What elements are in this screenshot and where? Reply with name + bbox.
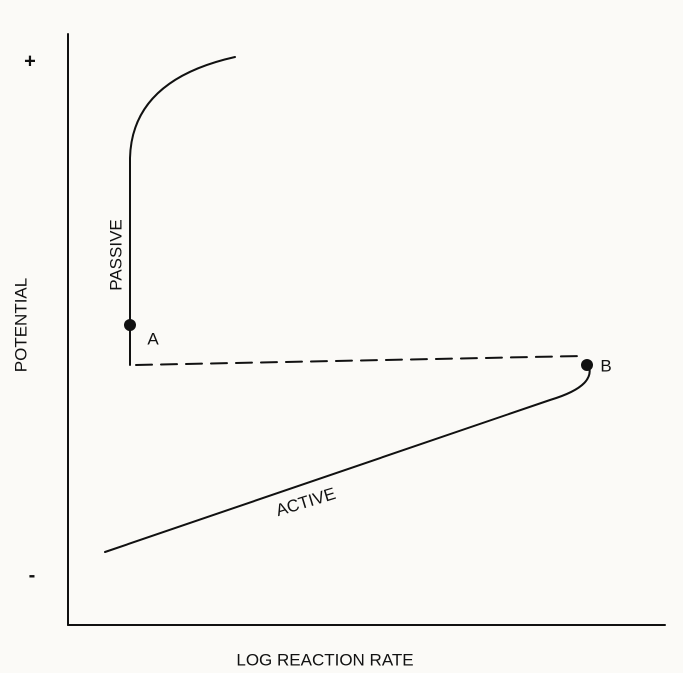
passive-curve — [129, 56, 236, 366]
x-axis-label: LOG REACTION RATE — [236, 650, 413, 669]
dashed-transition — [135, 355, 583, 366]
point-a-label: A — [147, 329, 159, 348]
point-b — [581, 359, 593, 371]
point-a — [124, 319, 136, 331]
y-plus: + — [24, 50, 36, 72]
point-b-label: B — [600, 356, 611, 375]
y-minus: - — [29, 564, 36, 586]
y-axis-label: POTENTIAL — [11, 278, 30, 372]
passive-label: PASSIVE — [106, 219, 125, 291]
